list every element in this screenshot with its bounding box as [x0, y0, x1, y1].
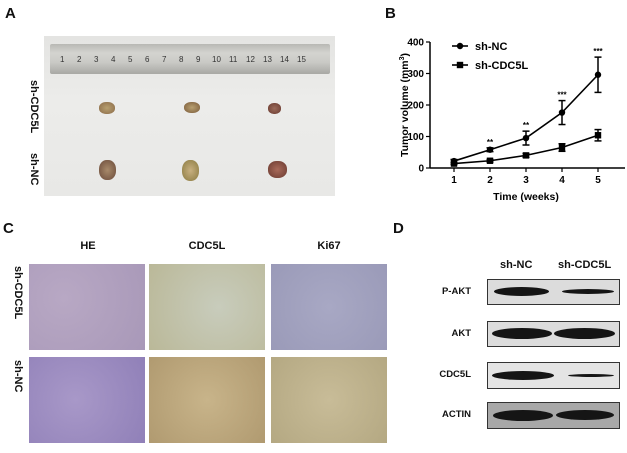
- panel-b-letter: B: [385, 5, 396, 22]
- histology-ki67-sh-nc: [271, 357, 387, 443]
- panel-a-letter: A: [5, 5, 16, 22]
- ruler-tick: 13: [263, 55, 272, 64]
- data-point: [522, 134, 530, 142]
- ruler-tick: 12: [246, 55, 255, 64]
- histology-ki67-sh-cdc5l: [271, 264, 387, 350]
- ruler-tick: 15: [297, 55, 306, 64]
- x-tick-label: 2: [487, 175, 493, 186]
- band: [494, 287, 549, 296]
- column-title-he: HE: [80, 240, 96, 252]
- ruler-tick: 14: [280, 55, 289, 64]
- data-point: [558, 144, 566, 151]
- data-point: [594, 71, 602, 78]
- blot-cdc5l: [487, 362, 620, 389]
- band: [556, 410, 614, 420]
- blot-label-akt: AKT: [451, 328, 471, 339]
- blot-label-cdc5l: CDC5L: [439, 369, 471, 380]
- column-title-ki67: Ki67: [317, 240, 341, 252]
- band: [493, 410, 553, 421]
- tumor: [182, 160, 199, 181]
- tumor: [268, 103, 281, 114]
- ruler-tick: 11: [229, 55, 238, 64]
- tumor: [268, 161, 287, 178]
- significance-marker: ***: [557, 91, 567, 100]
- ruler-tick: 3: [94, 55, 99, 64]
- y-tick-label: 200: [407, 101, 424, 112]
- band: [554, 328, 615, 339]
- data-point: [558, 109, 566, 116]
- ruler-tick: 5: [128, 55, 133, 64]
- tumor: [99, 102, 115, 114]
- tumor: [184, 102, 200, 113]
- blot-p-akt: [487, 279, 620, 305]
- histology-cdc5l-sh-nc: [149, 357, 265, 443]
- blot-label-actin: ACTIN: [441, 409, 471, 420]
- data-point: [522, 152, 530, 159]
- ruler-tick: 8: [179, 55, 184, 64]
- significance-marker: **: [487, 138, 494, 147]
- band: [568, 374, 614, 377]
- panel-c-letter: C: [3, 220, 14, 237]
- band: [562, 289, 614, 294]
- row-label-sh-nc: sh-NC: [12, 360, 24, 393]
- ruler-tick: 4: [111, 55, 116, 64]
- series-line-sh-NC: [453, 74, 599, 162]
- histology-he-sh-cdc5l: [29, 264, 145, 350]
- blot-akt: [487, 321, 620, 347]
- legend-entry: sh-NC: [475, 41, 507, 53]
- blot-actin: [487, 402, 620, 429]
- ruler: 1 2 3 4 5 6 7 8 9 10 11 12 13 14 15: [50, 44, 330, 74]
- significance-marker: **: [523, 121, 530, 130]
- column-title-sh-cdc5l: sh-CDC5L: [558, 259, 612, 271]
- data-point: [594, 132, 602, 139]
- ruler-tick: 1: [60, 55, 65, 64]
- y-axis-label: Tumor volume (mm3): [399, 53, 411, 157]
- blot-label-p-akt: P-AKT: [441, 286, 471, 297]
- data-point: [486, 146, 494, 153]
- data-point: [450, 160, 458, 167]
- x-tick-label: 5: [595, 175, 601, 186]
- y-tick-label: 300: [407, 69, 424, 80]
- ruler-tick: 9: [196, 55, 201, 64]
- ruler-tick: 2: [77, 55, 82, 64]
- tumor: [99, 160, 116, 180]
- significance-marker: ***: [593, 47, 603, 56]
- row-label-sh-cdc5l: sh-CDC5L: [12, 266, 24, 320]
- ruler-tick: 10: [212, 55, 221, 64]
- legend-entry: sh-CDC5L: [475, 60, 528, 72]
- band: [492, 328, 552, 339]
- x-tick-label: 1: [451, 175, 457, 186]
- data-point: [486, 157, 494, 164]
- histology-cdc5l-sh-cdc5l: [149, 264, 265, 350]
- ruler-tick: 6: [145, 55, 150, 64]
- band: [492, 371, 554, 380]
- column-title-sh-nc: sh-NC: [500, 259, 533, 271]
- histology-he-sh-nc: [29, 357, 145, 443]
- panel-d-letter: D: [393, 220, 404, 237]
- x-axis-label: Time (weeks): [493, 191, 559, 203]
- column-title-cdc5l: CDC5L: [188, 240, 226, 252]
- y-tick-label: 0: [418, 164, 424, 175]
- x-tick-label: 3: [523, 175, 529, 186]
- y-tick-label: 400: [407, 38, 424, 49]
- x-tick-label: 4: [559, 175, 565, 186]
- ruler-tick: 7: [162, 55, 167, 64]
- y-tick-label: 100: [407, 132, 424, 143]
